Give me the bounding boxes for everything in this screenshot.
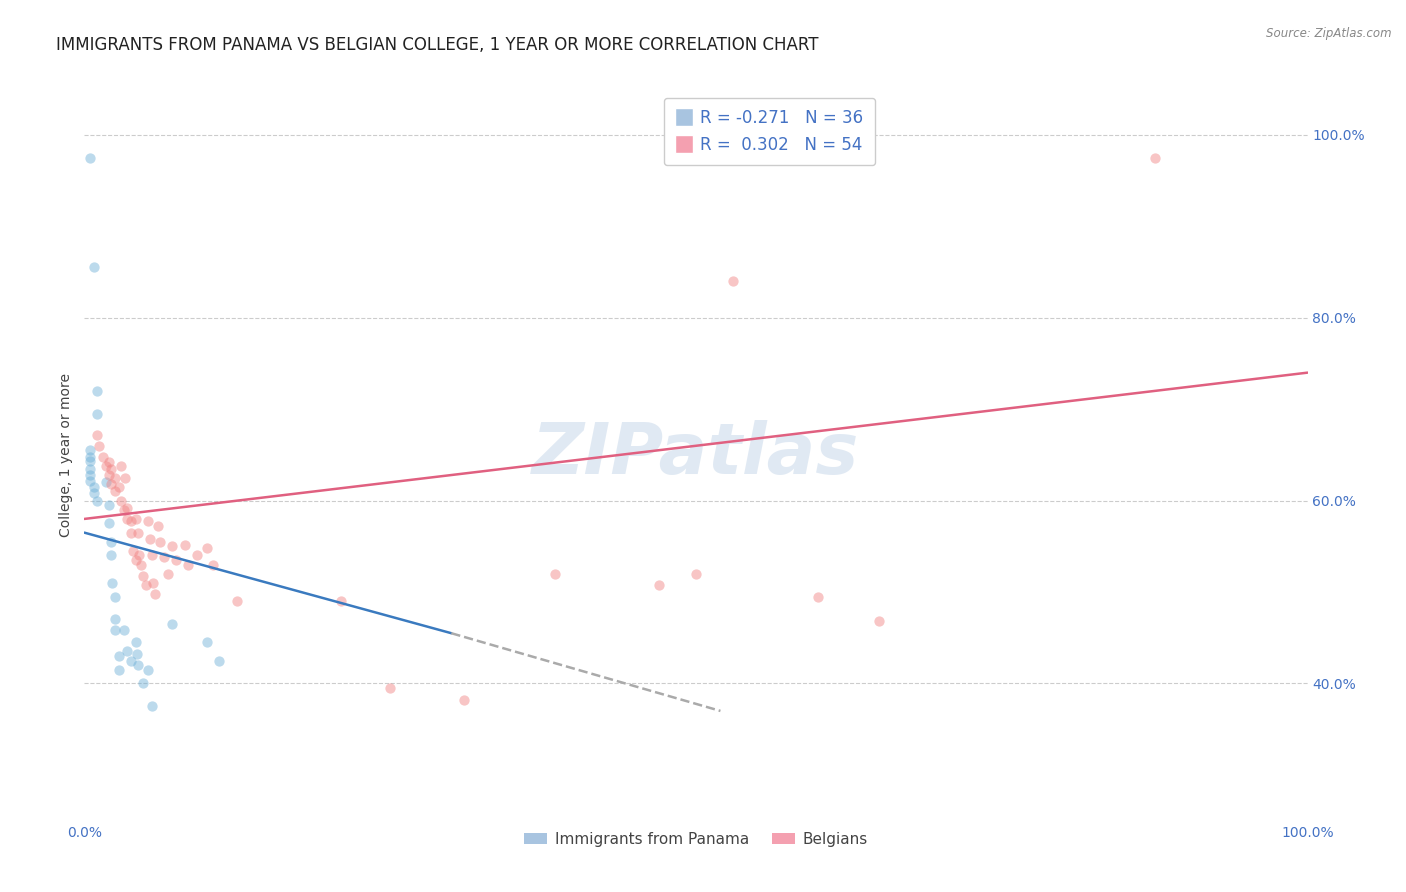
Point [132, 676, 155, 690]
Point [107, 480, 129, 494]
Point [100, 461, 122, 475]
Point [648, 578, 671, 592]
Point [453, 693, 475, 707]
Point [86, 407, 108, 421]
Point [136, 514, 159, 528]
Point [186, 549, 208, 563]
Point [139, 532, 162, 546]
Point [115, 644, 138, 658]
Point [86, 493, 108, 508]
Point [86, 427, 108, 442]
Point [544, 566, 567, 581]
Point [104, 613, 127, 627]
Point [100, 477, 122, 491]
Y-axis label: College, 1 year or more: College, 1 year or more [59, 373, 73, 537]
Point [146, 519, 169, 533]
Point [115, 512, 138, 526]
Point [125, 647, 148, 661]
Text: Source: ZipAtlas.com: Source: ZipAtlas.com [1267, 27, 1392, 40]
Point [91, 450, 114, 464]
Point [807, 590, 830, 604]
Point [114, 471, 136, 485]
Point [195, 541, 218, 556]
Point [721, 274, 744, 288]
Point [120, 654, 142, 668]
Point [110, 458, 132, 473]
Point [129, 558, 152, 572]
Point [165, 553, 187, 567]
Point [128, 549, 150, 563]
Point [112, 624, 135, 638]
Legend: Immigrants from Panama, Belgians: Immigrants from Panama, Belgians [517, 826, 875, 854]
Point [79, 443, 101, 458]
Point [208, 654, 231, 668]
Point [112, 503, 135, 517]
Point [125, 553, 148, 567]
Point [96, 475, 118, 490]
Point [104, 484, 127, 499]
Point [141, 549, 163, 563]
Point [101, 576, 124, 591]
Point [330, 594, 353, 608]
Point [97, 516, 120, 531]
Point [869, 615, 891, 629]
Point [79, 450, 101, 464]
Point [135, 578, 157, 592]
Point [79, 461, 101, 475]
Point [83, 260, 105, 275]
Point [83, 486, 105, 500]
Point [83, 480, 105, 494]
Point [195, 635, 218, 649]
Point [153, 550, 176, 565]
Point [149, 534, 172, 549]
Point [96, 458, 118, 473]
Point [100, 549, 122, 563]
Point [226, 594, 249, 608]
Point [162, 539, 184, 553]
Point [97, 455, 120, 469]
Point [115, 500, 138, 515]
Point [173, 537, 195, 551]
Text: IMMIGRANTS FROM PANAMA VS BELGIAN COLLEGE, 1 YEAR OR MORE CORRELATION CHART: IMMIGRANTS FROM PANAMA VS BELGIAN COLLEG… [56, 36, 818, 54]
Point [97, 498, 120, 512]
Point [142, 576, 165, 591]
Text: ZIPatlas: ZIPatlas [533, 420, 859, 490]
Point [87, 439, 110, 453]
Point [141, 699, 163, 714]
Point [100, 534, 122, 549]
Point [120, 525, 142, 540]
Point [162, 617, 184, 632]
Point [201, 558, 224, 572]
Point [1143, 151, 1166, 165]
Point [79, 454, 101, 468]
Point [97, 468, 120, 483]
Point [120, 514, 142, 528]
Point [127, 525, 149, 540]
Point [156, 566, 179, 581]
Point [125, 635, 148, 649]
Point [104, 471, 127, 485]
Point [122, 544, 145, 558]
Point [136, 663, 159, 677]
Point [104, 590, 127, 604]
Point [685, 566, 707, 581]
Point [86, 384, 108, 398]
Point [177, 558, 200, 572]
Point [79, 468, 101, 483]
Point [104, 624, 127, 638]
Point [110, 493, 132, 508]
Point [79, 474, 101, 488]
Point [107, 663, 129, 677]
Point [380, 681, 402, 695]
Point [125, 512, 148, 526]
Point [143, 587, 166, 601]
Point [107, 649, 129, 664]
Point [79, 151, 101, 165]
Point [127, 658, 149, 673]
Point [132, 568, 155, 582]
